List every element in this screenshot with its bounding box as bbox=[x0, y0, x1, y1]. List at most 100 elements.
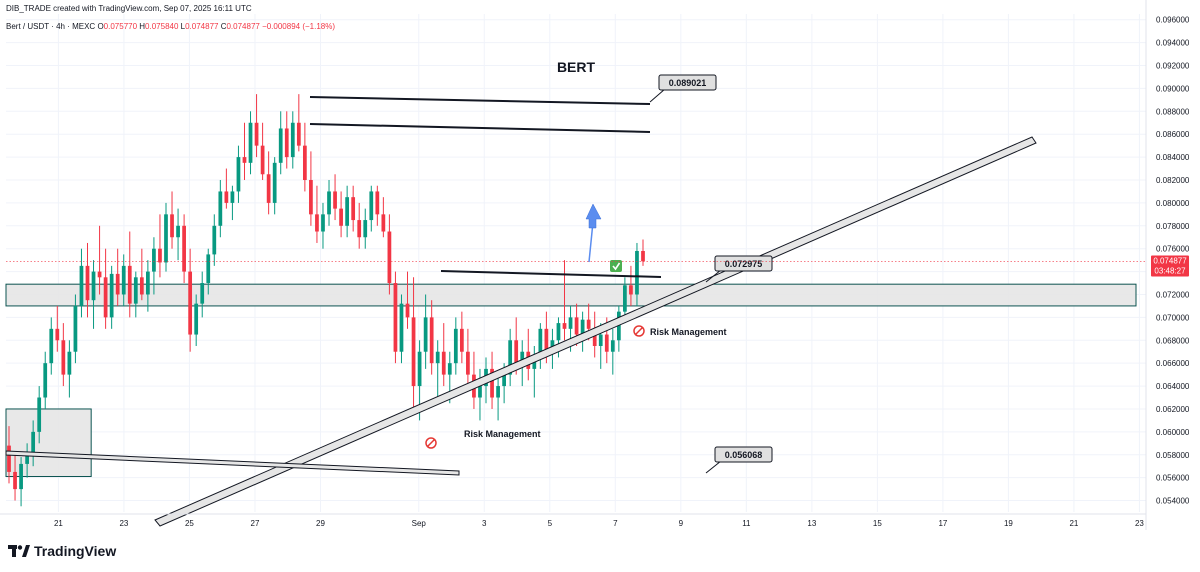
candle-body bbox=[496, 386, 500, 398]
candle-body bbox=[598, 334, 603, 346]
breakout-line bbox=[440, 270, 662, 278]
time-tick-label: 23 bbox=[1135, 519, 1144, 528]
resistance-line-top bbox=[309, 96, 651, 105]
candle-body bbox=[508, 340, 513, 375]
no-entry-icon bbox=[633, 325, 645, 337]
candle-body bbox=[242, 157, 247, 163]
candle-body bbox=[152, 248, 156, 272]
price-tick-label: 0.058000 bbox=[1156, 451, 1190, 460]
candle-body bbox=[429, 317, 434, 364]
no-entry-slash bbox=[634, 326, 644, 336]
price-callout-top[interactable]: 0.089021 bbox=[649, 74, 717, 103]
candle-body bbox=[321, 214, 325, 232]
candle-body bbox=[417, 351, 422, 387]
candle-body bbox=[212, 225, 217, 255]
callout-pointer bbox=[649, 88, 666, 103]
candle-body bbox=[19, 463, 23, 490]
price-tick-label: 0.070000 bbox=[1156, 313, 1190, 322]
author-line: DIB_TRADE created with TradingView.com, … bbox=[6, 4, 252, 13]
candle-body bbox=[459, 328, 464, 352]
ohlc-value: 0.075840 bbox=[145, 22, 181, 31]
candle-body bbox=[466, 351, 470, 375]
ohlc-value: 0.075770 bbox=[103, 22, 140, 31]
candle-body bbox=[37, 397, 42, 432]
price-tick-label: 0.080000 bbox=[1156, 199, 1190, 208]
price-tick-label: 0.078000 bbox=[1156, 222, 1190, 231]
price-tick-label: 0.092000 bbox=[1156, 62, 1190, 71]
candle-body bbox=[139, 277, 144, 295]
candle-body bbox=[315, 214, 319, 232]
candle-body bbox=[478, 386, 482, 398]
price-axis[interactable]: 0.096000 0.094000 0.092000 0.090000 0.088000… bbox=[1145, 0, 1190, 530]
ohlc-values: O0.075770 H0.075840 L0.074877 C0.074877 bbox=[97, 22, 262, 31]
candle-body bbox=[278, 128, 283, 163]
time-tick-label: 5 bbox=[548, 519, 553, 528]
price-tick-label: 0.094000 bbox=[1156, 39, 1190, 48]
candle-body bbox=[115, 273, 120, 295]
candle-body bbox=[296, 122, 301, 146]
time-tick-label: 23 bbox=[119, 519, 128, 528]
price-tick-label: 0.096000 bbox=[1156, 16, 1190, 25]
lower-demand-zone bbox=[5, 408, 92, 478]
candle-body bbox=[399, 303, 404, 352]
time-tick-label: 29 bbox=[316, 519, 325, 528]
price-tick-label: 0.082000 bbox=[1156, 176, 1190, 185]
callout-label: 0.072975 bbox=[725, 259, 763, 269]
callout-label: 0.056068 bbox=[725, 450, 763, 460]
candle-body bbox=[194, 303, 199, 335]
candle-body bbox=[91, 271, 96, 301]
ohlc-label: H bbox=[139, 22, 146, 31]
time-tick-label: 11 bbox=[742, 519, 751, 528]
candle-body bbox=[61, 340, 66, 375]
no-entry-icon bbox=[425, 437, 437, 449]
bar-countdown: 03:48:27 bbox=[1154, 267, 1186, 276]
candle-body bbox=[272, 162, 277, 203]
candle-body bbox=[453, 328, 458, 364]
time-axis[interactable]: 21 23 25 27 29 Sep 3 5 7 9 11 13 15 17 19 21 23 bbox=[0, 513, 1146, 528]
candle-body bbox=[200, 283, 205, 304]
candle-body bbox=[158, 248, 162, 263]
price-tick-label: 0.060000 bbox=[1156, 428, 1190, 437]
candle-body bbox=[127, 265, 132, 304]
price-callout-bottom[interactable]: 0.056068 bbox=[705, 446, 773, 474]
candle-body bbox=[641, 250, 645, 262]
candle-body bbox=[538, 328, 543, 358]
candle-body bbox=[327, 191, 331, 215]
price-tick-label: 0.066000 bbox=[1156, 359, 1190, 368]
price-callout-mid[interactable]: 0.072975 bbox=[705, 255, 773, 283]
drawings: BERT 0.089021 0.072975 0.056068 Risk Managem… bbox=[5, 59, 1146, 527]
candle-body bbox=[381, 214, 386, 232]
candle-body bbox=[562, 323, 567, 329]
candle-body bbox=[236, 157, 241, 192]
candle-body bbox=[623, 285, 627, 312]
price-tick-label: 0.064000 bbox=[1156, 382, 1190, 391]
price-tick-label: 0.054000 bbox=[1156, 497, 1190, 506]
candle-body bbox=[176, 225, 180, 238]
candle-body bbox=[31, 431, 36, 455]
price-tick-label: 0.068000 bbox=[1156, 336, 1190, 345]
time-tick-label: 19 bbox=[1004, 519, 1013, 528]
risk-label-upper: Risk Management bbox=[650, 327, 727, 337]
symbol-name: Bert / USDT · 4h · MEXC bbox=[6, 22, 96, 31]
candle-body bbox=[284, 128, 289, 158]
candle-body bbox=[254, 122, 259, 146]
price-change: −0.000894 (−1.18%) bbox=[262, 22, 336, 31]
ohlc-value: 0.074877 bbox=[226, 22, 263, 31]
risk-icon-upper bbox=[633, 325, 645, 337]
candle-body bbox=[393, 283, 398, 352]
tradingview-logo[interactable]: TradingView bbox=[8, 543, 116, 559]
last-price-value: 0.074877 bbox=[1153, 257, 1187, 266]
candle-body bbox=[224, 191, 229, 203]
candle-body bbox=[188, 271, 193, 335]
risk-icon-lower bbox=[425, 437, 437, 449]
candle-body bbox=[290, 122, 295, 158]
check-icon bbox=[610, 260, 622, 272]
candle-body bbox=[103, 277, 108, 318]
candle-body bbox=[411, 317, 416, 387]
candle-body bbox=[67, 351, 72, 375]
symbol-legend[interactable]: Bert / USDT · 4h · MEXC O0.075770 H0.075… bbox=[6, 22, 335, 31]
candle-body bbox=[109, 273, 114, 318]
candle-body bbox=[568, 317, 573, 329]
